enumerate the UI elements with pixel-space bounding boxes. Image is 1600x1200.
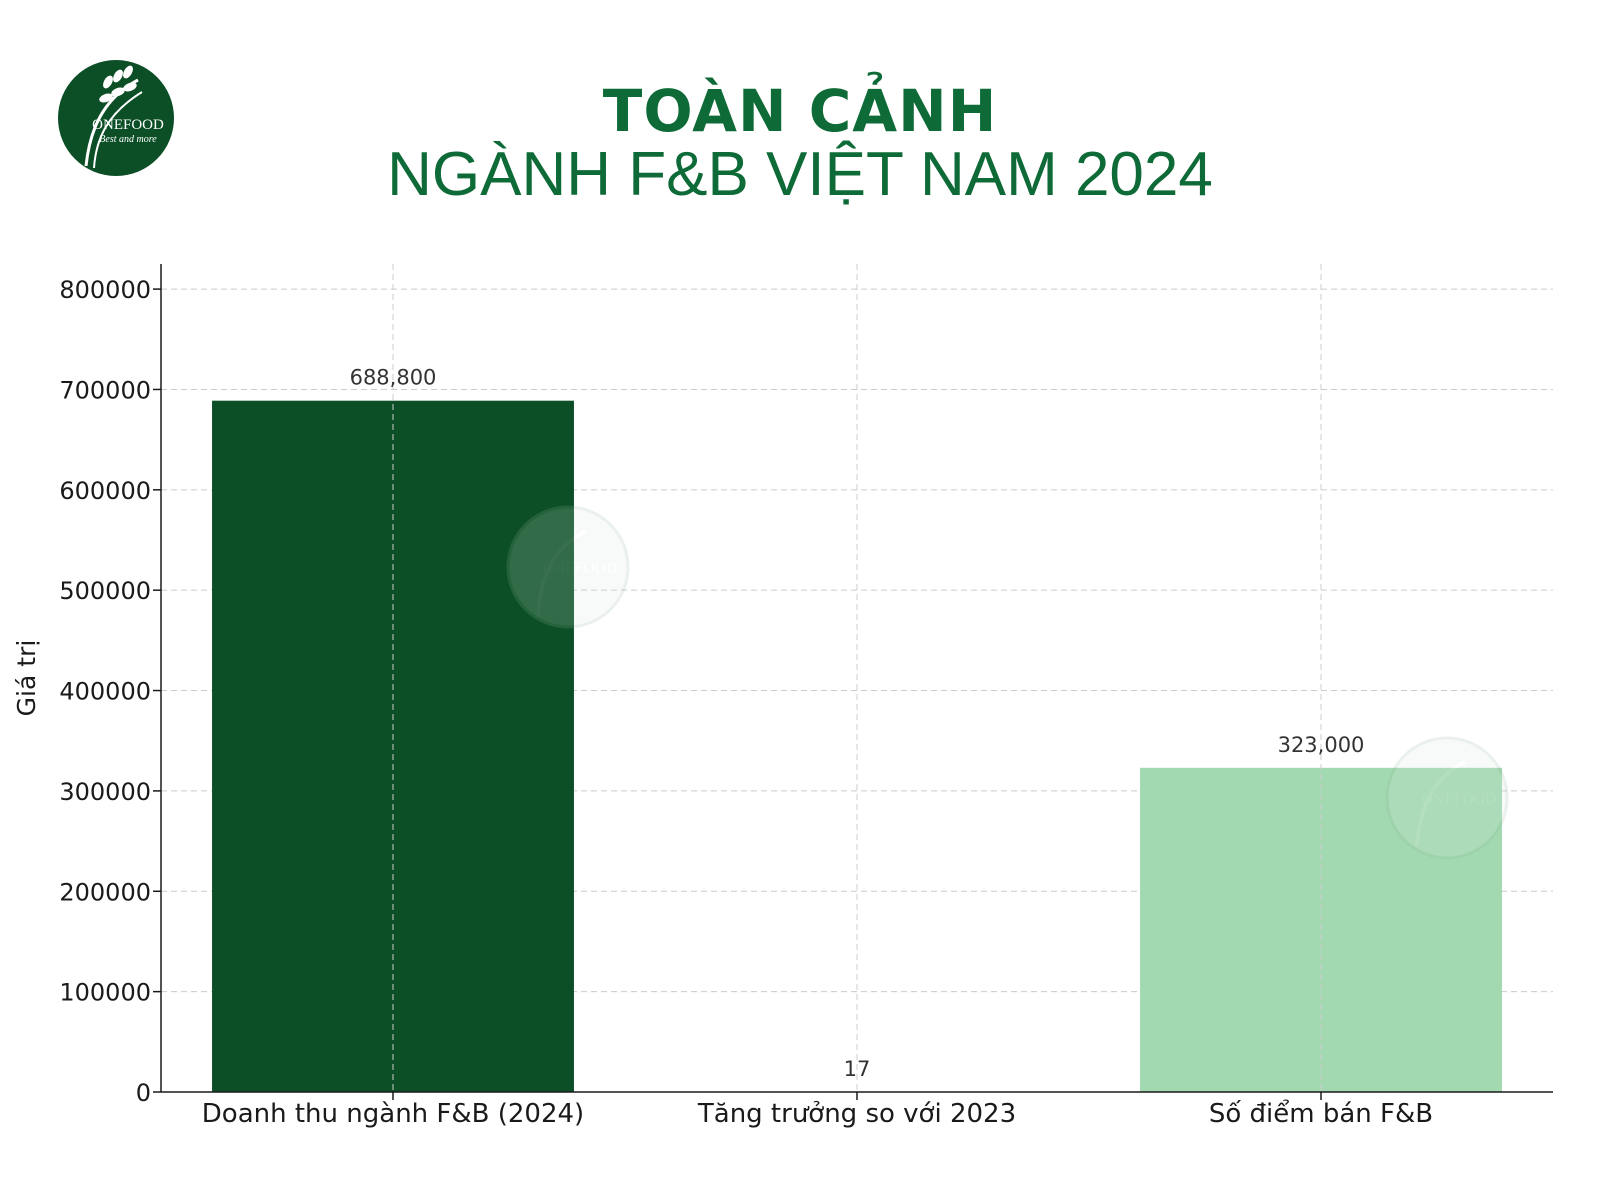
title-line-1: TOÀN CẢNH	[602, 77, 998, 145]
logo-tagline: Best and more	[99, 134, 157, 145]
watermark-logo: ONEFOOD	[1385, 736, 1509, 860]
y-tick-label: 100000	[59, 979, 151, 1007]
watermark-text: ONEFOOD	[543, 560, 618, 577]
watermark-text: ONEFOOD	[1422, 791, 1497, 808]
y-axis-label: Giá trị	[12, 640, 41, 717]
y-tick-label: 200000	[59, 878, 151, 906]
logo-text: ONEFOOD	[92, 117, 164, 133]
y-tick-label: 300000	[59, 778, 151, 806]
y-tick-label: 500000	[59, 577, 151, 605]
y-tick-label: 400000	[59, 678, 151, 706]
title-line-2: NGÀNH F&B VIỆT NAM 2024	[387, 140, 1213, 209]
axes	[153, 264, 1553, 1100]
onefood-logo: ONEFOOD Best and more	[58, 60, 174, 176]
x-tick-labels: Doanh thu ngành F&B (2024) Tăng trưởng so…	[202, 1098, 1433, 1129]
data-label: 323,000	[1278, 733, 1365, 757]
y-tick-label: 700000	[59, 376, 151, 404]
x-tick-label: Số điểm bán F&B	[1209, 1098, 1433, 1129]
x-tick-label: Tăng trưởng so với 2023	[697, 1099, 1016, 1129]
page-title: TOÀN CẢNH NGÀNH F&B VIỆT NAM 2024	[0, 78, 1600, 210]
vertical-gridlines	[392, 264, 1322, 1092]
y-tick-label: 600000	[59, 477, 151, 505]
data-label: 688,800	[350, 366, 437, 390]
data-labels: 688,800 17 323,000	[350, 366, 1365, 1081]
y-tick-labels: 0 100000 200000 300000 400000 500000 600000 700…	[59, 276, 151, 1107]
x-tick-label: Doanh thu ngành F&B (2024)	[202, 1099, 584, 1129]
y-tick-label: 0	[136, 1079, 151, 1107]
watermarks: ONEFOOD ONEFOOD	[506, 505, 1509, 860]
data-label: 17	[844, 1057, 871, 1081]
watermark-logo: ONEFOOD	[506, 505, 630, 629]
y-tick-label: 800000	[59, 276, 151, 304]
